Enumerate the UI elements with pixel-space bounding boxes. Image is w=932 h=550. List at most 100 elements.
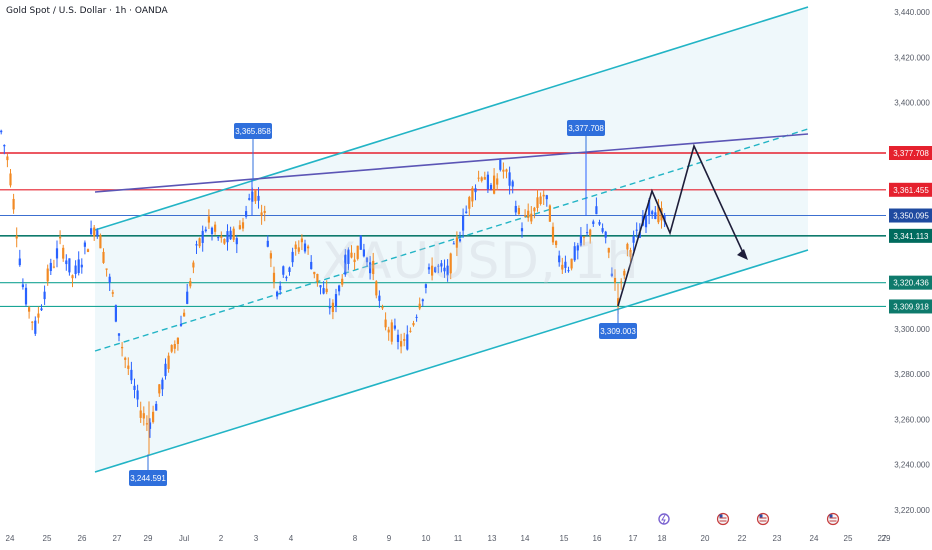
candle-body (381, 306, 384, 309)
x-tick-label: 29 (882, 534, 891, 543)
candle-body (372, 260, 375, 275)
candle-body (462, 215, 465, 231)
candle-body (310, 261, 313, 270)
candle-body (418, 303, 421, 309)
candle-body (508, 172, 511, 186)
candle-body (480, 177, 483, 181)
callout-label: 3,377.708 (568, 124, 604, 133)
candle-body (139, 410, 142, 418)
candle-body (74, 265, 77, 275)
candle-body (288, 267, 291, 272)
x-tick-label: 20 (701, 534, 710, 543)
candle-body (223, 239, 226, 244)
y-tick-label: 3,440.000 (894, 8, 930, 17)
candle-body (604, 231, 607, 238)
candle-body (102, 251, 105, 263)
x-tick-label: 9 (387, 534, 392, 543)
candle-body (316, 273, 319, 283)
candle-body (142, 413, 145, 419)
candle-body (455, 237, 458, 248)
candle-body (431, 265, 434, 276)
candle-body (421, 299, 424, 302)
candle-body (412, 323, 415, 326)
us-flag-event-icon[interactable] (826, 512, 840, 526)
candle-body (52, 266, 55, 268)
candle-body (254, 190, 257, 202)
candle-body (24, 287, 28, 305)
channel-lower-line (94, 249, 809, 473)
candle-body (387, 329, 390, 333)
callout-box (599, 323, 637, 339)
x-tick-label: 10 (422, 534, 431, 543)
candle-body (263, 210, 266, 213)
callout-label: 3,244.591 (130, 474, 166, 483)
candle-body (260, 212, 263, 216)
candle-body (220, 236, 223, 238)
candle-body (28, 307, 31, 312)
candle-body (55, 248, 59, 259)
chart-title: Gold Spot / U.S. Dollar · 1h · OANDA (6, 6, 168, 16)
us-flag-event-icon[interactable] (716, 512, 730, 526)
candle-body (279, 285, 282, 290)
x-tick-label: Jul (179, 534, 189, 543)
candle-body (189, 281, 192, 287)
price-tag-label: 3,377.708 (893, 149, 929, 158)
candle-body (148, 422, 152, 429)
candle-body (375, 281, 378, 296)
candle-body (567, 270, 570, 272)
candle-body (452, 243, 455, 245)
candle-body (235, 238, 238, 245)
us-flag-event-icon[interactable] (756, 512, 770, 526)
x-tick-label: 24 (6, 534, 15, 543)
candle-body (117, 333, 121, 336)
candle-body (152, 411, 155, 423)
channel-upper-line (94, 6, 809, 231)
candle-body (71, 275, 74, 279)
candle-body (46, 268, 49, 282)
candle-body (167, 355, 170, 369)
candle-body (338, 285, 341, 292)
candle-body (294, 244, 297, 250)
candle-body (551, 226, 555, 243)
candle-body (586, 232, 589, 234)
candle-body (427, 267, 431, 270)
candle-body (21, 284, 24, 288)
event-marker-icon[interactable] (658, 513, 670, 525)
candle-body (369, 262, 372, 274)
candle-body (579, 235, 582, 246)
candle-body (62, 247, 65, 259)
candle-body (409, 330, 412, 332)
candle-body (610, 273, 613, 277)
candle-body (520, 228, 524, 232)
candle-body (90, 228, 93, 235)
flag-canton (829, 514, 833, 518)
price-tag (889, 146, 932, 161)
candle-body (511, 181, 514, 187)
x-tick-label: 26 (78, 534, 87, 543)
candle-body (266, 240, 269, 247)
candle-body (468, 197, 471, 209)
candle-body (217, 237, 220, 239)
candle-body (86, 249, 90, 252)
y-tick-label: 3,220.000 (894, 506, 930, 515)
candle-body (272, 272, 276, 283)
x-tick-label: 15 (560, 534, 569, 543)
candle-body (493, 175, 496, 194)
candle-body (9, 173, 12, 186)
candle-body (80, 264, 83, 268)
candle-body (238, 225, 241, 230)
projection-arrowhead (737, 249, 748, 260)
candle-body (400, 341, 403, 347)
candle-body (124, 357, 127, 360)
candle-body (77, 259, 80, 274)
candle-body (651, 211, 654, 215)
price-tag (889, 208, 932, 223)
candle-body (257, 195, 260, 201)
candle-body (127, 365, 130, 369)
candle-body (93, 227, 96, 237)
candle-body (195, 244, 198, 246)
candle-body (598, 222, 601, 225)
candle-body (31, 321, 34, 323)
candle-body (158, 384, 161, 394)
candle-body (65, 260, 68, 265)
